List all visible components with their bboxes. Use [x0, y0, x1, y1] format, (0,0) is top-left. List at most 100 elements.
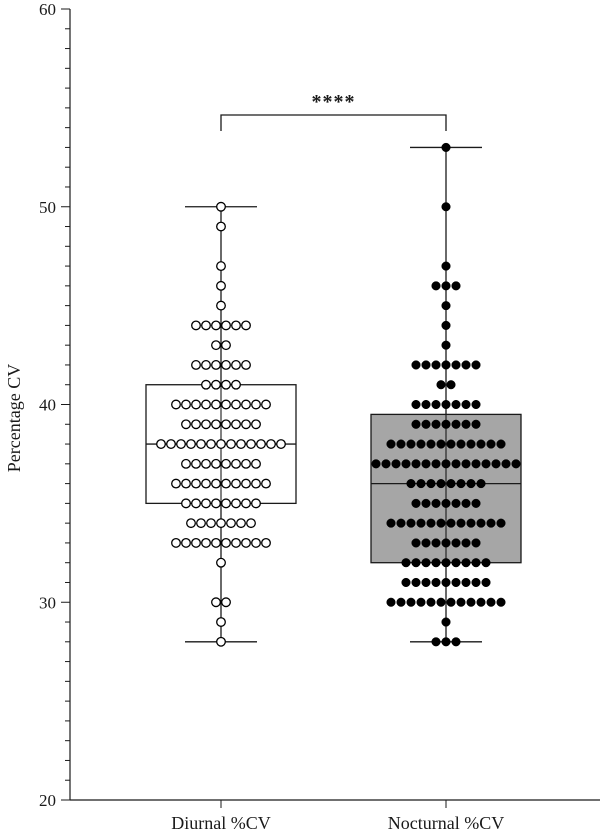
nocturnal-point: [496, 518, 506, 528]
nocturnal-point: [431, 577, 441, 588]
nocturnal-point: [426, 479, 436, 489]
diurnal-point: [241, 360, 251, 370]
diurnal-point: [216, 518, 226, 529]
diurnal-point: [191, 419, 201, 430]
diurnal-point: [211, 458, 221, 469]
nocturnal-point: [431, 558, 441, 568]
nocturnal-point: [441, 202, 451, 212]
nocturnal-point: [466, 479, 476, 489]
diurnal-point: [196, 518, 206, 529]
nocturnal-point: [456, 518, 466, 528]
bracket-line: [220, 114, 447, 131]
nocturnal-point: [406, 439, 416, 449]
diurnal-point: [231, 360, 241, 370]
nocturnal-point: [471, 498, 481, 508]
nocturnal-point: [396, 597, 406, 607]
nocturnal-point: [461, 538, 471, 548]
nocturnal-point: [451, 498, 461, 508]
diurnal-point: [241, 478, 251, 489]
diurnal-point: [166, 439, 176, 450]
nocturnal-point: [386, 518, 396, 528]
diurnal-point: [201, 478, 211, 489]
nocturnal-point: [456, 597, 466, 607]
diurnal-point: [261, 537, 271, 548]
diurnal-point: [221, 597, 231, 608]
nocturnal-point: [391, 459, 401, 469]
diurnal-point: [241, 498, 251, 509]
nocturnal-point: [461, 558, 471, 568]
diurnal-point: [216, 280, 226, 291]
y-tick-label: 30: [39, 593, 56, 612]
diurnal-point: [191, 537, 201, 548]
y-tick-label: 20: [39, 791, 56, 810]
y-axis-title: Percentage CV: [4, 364, 24, 472]
nocturnal-point: [471, 399, 481, 410]
diurnal-point: [216, 221, 226, 232]
nocturnal-point: [431, 498, 441, 508]
nocturnal-point: [416, 597, 426, 607]
diurnal-point: [221, 419, 231, 430]
nocturnal-point: [441, 577, 451, 588]
nocturnal-point: [416, 479, 426, 489]
box-layer: [145, 146, 522, 643]
diurnal-point: [201, 360, 211, 370]
diurnal-point: [251, 537, 261, 548]
diurnal-point: [211, 419, 221, 430]
nocturnal-point: [451, 577, 461, 588]
diurnal-point: [221, 498, 231, 509]
diurnal-point: [191, 498, 201, 509]
y-tick-label: 50: [39, 198, 56, 217]
nocturnal-point: [441, 637, 451, 647]
nocturnal-point: [421, 360, 431, 370]
y-tick-label: 40: [39, 396, 56, 415]
diurnal-point: [251, 498, 261, 509]
diurnal-point: [206, 518, 216, 529]
diurnal-point: [236, 518, 246, 529]
nocturnal-point: [476, 439, 486, 449]
nocturnal-point: [451, 459, 461, 469]
nocturnal-point: [441, 281, 451, 291]
nocturnal-point: [406, 518, 416, 528]
nocturnal-point: [461, 419, 471, 429]
diurnal-point: [241, 419, 251, 430]
nocturnal-point: [476, 597, 486, 607]
nocturnal-point: [441, 459, 451, 469]
nocturnal-point: [471, 538, 481, 548]
nocturnal-point: [461, 459, 471, 469]
nocturnal-point: [496, 597, 506, 607]
diurnal-point: [221, 379, 231, 390]
diurnal-point: [216, 557, 226, 568]
nocturnal-point: [441, 142, 451, 152]
diurnal-point: [201, 379, 211, 390]
nocturnal-point: [441, 419, 451, 429]
nocturnal-point: [486, 518, 496, 528]
nocturnal-point: [411, 399, 421, 410]
nocturnal-point: [441, 340, 451, 350]
y-tick-label: 60: [39, 0, 56, 19]
diurnal-point: [241, 537, 251, 548]
nocturnal-point: [421, 538, 431, 548]
nocturnal-point: [406, 479, 416, 489]
nocturnal-point: [476, 518, 486, 528]
nocturnal-point: [451, 538, 461, 548]
diurnal-point: [216, 636, 226, 647]
diurnal-point: [221, 399, 231, 410]
diurnal-point: [241, 320, 251, 331]
diurnal-point: [211, 478, 221, 489]
box-nocturnal: [370, 146, 522, 643]
diurnal-point: [276, 439, 286, 450]
nocturnal-point: [496, 439, 506, 449]
significance-bracket: ****: [220, 91, 447, 131]
nocturnal-point: [431, 360, 441, 370]
diurnal-point: [211, 379, 221, 390]
nocturnal-point: [436, 439, 446, 449]
diurnal-point: [231, 537, 241, 548]
nocturnal-point: [486, 597, 496, 607]
y-axis: 20 30 40 50 60: [39, 0, 71, 810]
diurnal-point: [211, 537, 221, 548]
nocturnal-point: [436, 479, 446, 489]
nocturnal-point: [471, 577, 481, 588]
nocturnal-point: [456, 479, 466, 489]
nocturnal-point: [501, 459, 511, 469]
